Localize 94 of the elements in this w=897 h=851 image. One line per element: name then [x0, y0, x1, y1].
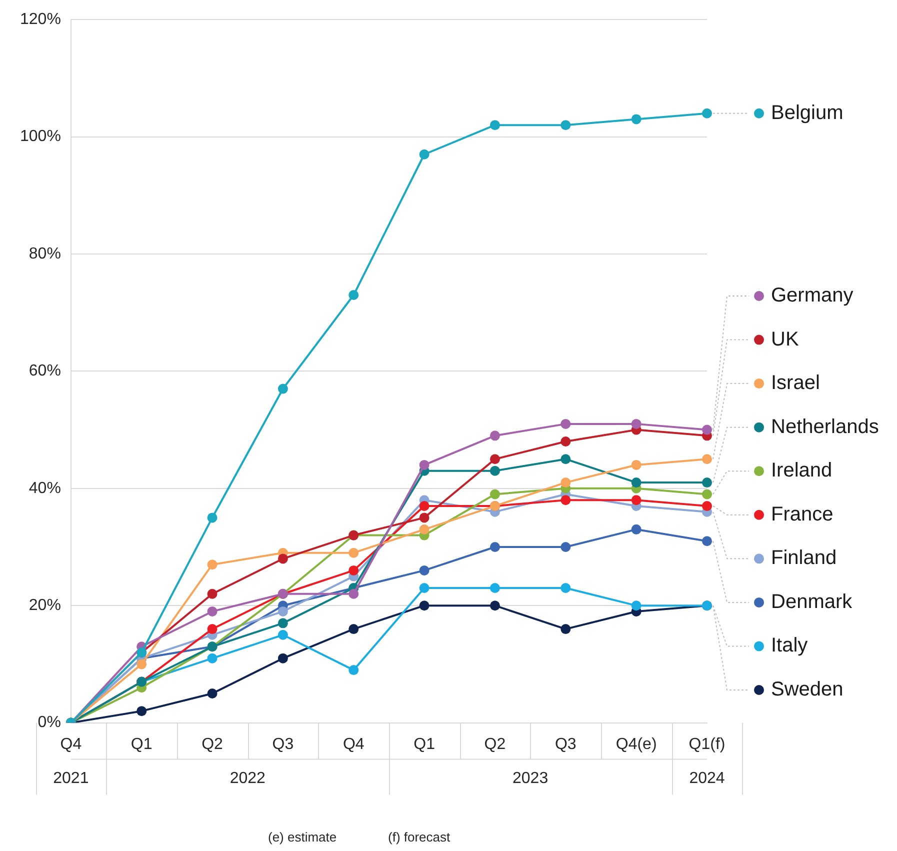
x-tick-label: Q4	[60, 736, 82, 753]
point	[419, 524, 430, 534]
point	[348, 665, 359, 676]
point	[560, 624, 571, 634]
legend-label: Ireland	[771, 460, 832, 482]
text: (f) forecast	[388, 830, 451, 845]
point	[560, 120, 571, 130]
point	[278, 630, 288, 640]
y-tick-label: 100%	[20, 128, 61, 146]
y-tick-label: 40%	[28, 480, 61, 497]
point	[490, 466, 500, 476]
point	[702, 478, 712, 488]
point	[490, 489, 500, 500]
x-tick-label: Q4(e)	[616, 736, 657, 753]
point	[278, 554, 288, 564]
point	[348, 624, 359, 634]
y-tick-label: 120%	[20, 11, 61, 28]
point	[278, 384, 288, 394]
point	[419, 500, 430, 511]
point	[490, 120, 500, 130]
legend-label: Germany	[771, 284, 854, 307]
y-tick-label: 20%	[28, 597, 61, 614]
point	[560, 583, 571, 594]
y-tick-label: 60%	[28, 362, 61, 380]
point	[490, 454, 500, 464]
y-tick-label: 80%	[28, 245, 61, 262]
point	[560, 454, 571, 464]
point	[207, 512, 218, 523]
point	[631, 495, 642, 506]
point	[631, 418, 642, 429]
legend-label: Denmark	[771, 590, 854, 613]
point	[560, 542, 571, 552]
legend-label: Finland	[771, 547, 837, 570]
point	[702, 500, 712, 511]
point	[278, 606, 288, 616]
text: 2022	[230, 770, 266, 788]
legend-label: Sweden	[771, 678, 844, 701]
legend-label: UK	[771, 328, 800, 350]
point	[207, 588, 218, 599]
point	[136, 659, 147, 670]
text: 2023	[512, 770, 548, 788]
point	[702, 424, 712, 435]
point	[490, 430, 500, 441]
point	[207, 624, 218, 634]
point	[560, 418, 571, 429]
point	[207, 560, 218, 570]
point	[631, 460, 642, 470]
point	[207, 688, 218, 698]
x-tick-label: Q3	[272, 736, 294, 753]
x-tick-label: Q1(f)	[688, 736, 726, 753]
legend-label: France	[771, 503, 834, 526]
point	[702, 454, 712, 464]
legend-label: Italy	[771, 634, 808, 657]
point	[631, 478, 642, 488]
x-tick-label: Q2	[484, 736, 506, 753]
point	[419, 460, 430, 470]
point	[560, 436, 571, 447]
point	[278, 653, 288, 664]
point	[348, 548, 359, 558]
point	[631, 600, 642, 611]
point	[348, 588, 359, 599]
point	[631, 114, 642, 124]
text: 2024	[689, 770, 725, 788]
point	[560, 478, 571, 488]
point	[702, 108, 712, 118]
x-tick-label: Q4	[342, 736, 364, 753]
point	[207, 606, 218, 616]
point	[136, 706, 147, 716]
point	[560, 495, 571, 506]
point	[207, 653, 218, 664]
point	[702, 489, 712, 500]
point	[490, 583, 500, 594]
legend-label: Belgium	[771, 102, 844, 124]
point	[490, 542, 500, 552]
y-tick-label: 0%	[38, 714, 61, 732]
point	[419, 149, 430, 160]
point	[278, 618, 288, 628]
point	[419, 512, 430, 523]
point	[702, 536, 712, 546]
x-tick-label: Q1	[130, 736, 152, 753]
legend-label: Netherlands	[771, 416, 879, 438]
point	[631, 524, 642, 534]
text: 2021	[53, 770, 89, 788]
point	[348, 290, 359, 300]
text: (e) estimate	[268, 830, 337, 845]
point	[419, 600, 430, 611]
point	[490, 600, 500, 611]
x-tick-label: Q3	[554, 736, 576, 753]
point	[419, 583, 430, 594]
x-tick-label: Q1	[414, 736, 436, 753]
point	[348, 565, 359, 576]
x-tick-label: Q2	[202, 736, 224, 753]
point	[419, 565, 430, 576]
legend-label: Israel	[771, 372, 820, 394]
